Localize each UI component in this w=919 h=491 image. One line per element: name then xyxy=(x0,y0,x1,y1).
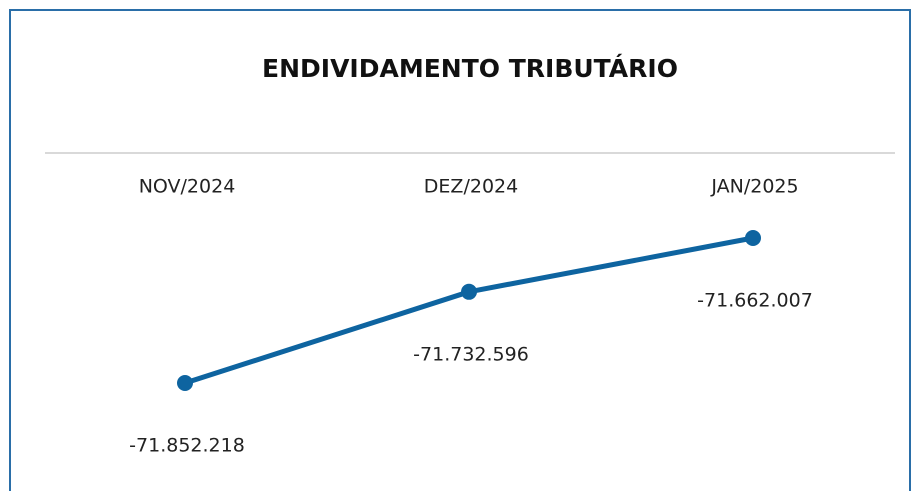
value-label: -71.732.596 xyxy=(413,343,529,365)
x-tick-label: JAN/2025 xyxy=(710,176,798,198)
x-tick-label: DEZ/2024 xyxy=(424,176,518,198)
chart-title: ENDIVIDAMENTO TRIBUTÁRIO xyxy=(262,54,678,83)
point xyxy=(745,230,761,246)
point xyxy=(177,375,193,391)
point xyxy=(461,283,477,300)
value-label: -71.852.218 xyxy=(129,435,245,457)
x-tick-label: NOV/2024 xyxy=(139,176,236,198)
frame xyxy=(9,9,911,491)
value-label: -71.662.007 xyxy=(697,290,813,312)
